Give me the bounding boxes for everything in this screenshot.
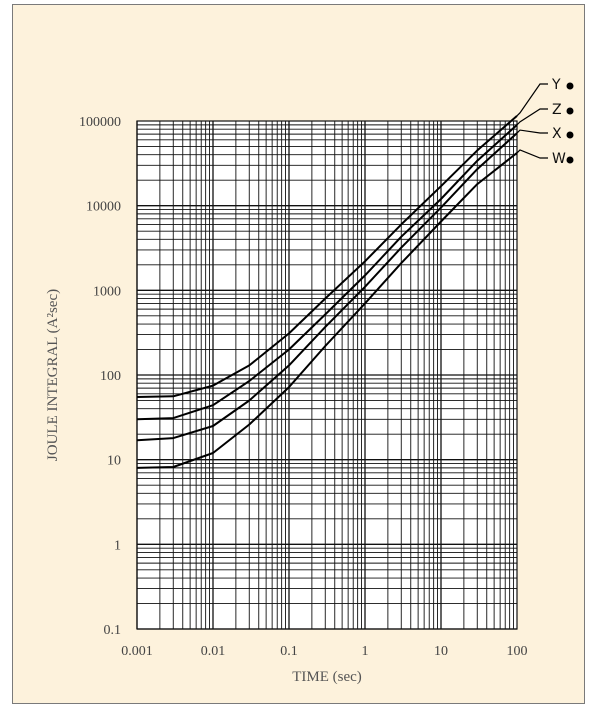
leader-w xyxy=(516,149,548,159)
leader-z xyxy=(516,108,548,126)
x-tick-label: 10 xyxy=(434,644,448,659)
x-tick-label: 0.1 xyxy=(280,644,298,659)
y-tick-label: 100 xyxy=(100,369,121,384)
y-tick-label: 10000 xyxy=(86,200,121,215)
x-tick-label: 0.001 xyxy=(121,644,153,659)
y-tick-label: 0.1 xyxy=(104,623,122,638)
x-tick-label: 1 xyxy=(362,644,369,659)
y-tick-labels: 0.1 1 10 100 1000 10000 100000 xyxy=(79,115,121,638)
leader-y xyxy=(516,83,548,117)
x-tick-label: 100 xyxy=(507,644,528,659)
x-tick-label: 0.01 xyxy=(201,644,226,659)
y-tick-label: 100000 xyxy=(79,115,121,130)
x-tick-labels: 0.001 0.01 0.1 1 10 100 xyxy=(121,644,527,659)
x-axis-label: TIME (sec) xyxy=(292,669,362,685)
curve-w xyxy=(136,152,518,469)
grid-lines xyxy=(136,121,517,630)
series-label-z: Z xyxy=(552,102,562,118)
series-dot-icon xyxy=(566,131,574,139)
series-dot-icon xyxy=(566,82,574,90)
curves xyxy=(136,115,518,469)
series-dot-icon xyxy=(566,156,574,164)
y-axis-label: JOULE INTEGRAL (A²sec) xyxy=(45,289,61,461)
y-tick-label: 1000 xyxy=(93,284,121,299)
y-tick-label: 1 xyxy=(114,538,121,553)
curve-z xyxy=(136,124,518,421)
y-tick-label: 10 xyxy=(107,454,121,469)
series-label-y: Y xyxy=(551,77,561,93)
curve-y xyxy=(136,115,518,398)
series-label-w: W xyxy=(552,151,566,167)
series-dot-icon xyxy=(566,107,574,115)
curve-x xyxy=(136,132,518,442)
series-label-x: X xyxy=(552,126,562,142)
leader-x xyxy=(516,129,548,134)
